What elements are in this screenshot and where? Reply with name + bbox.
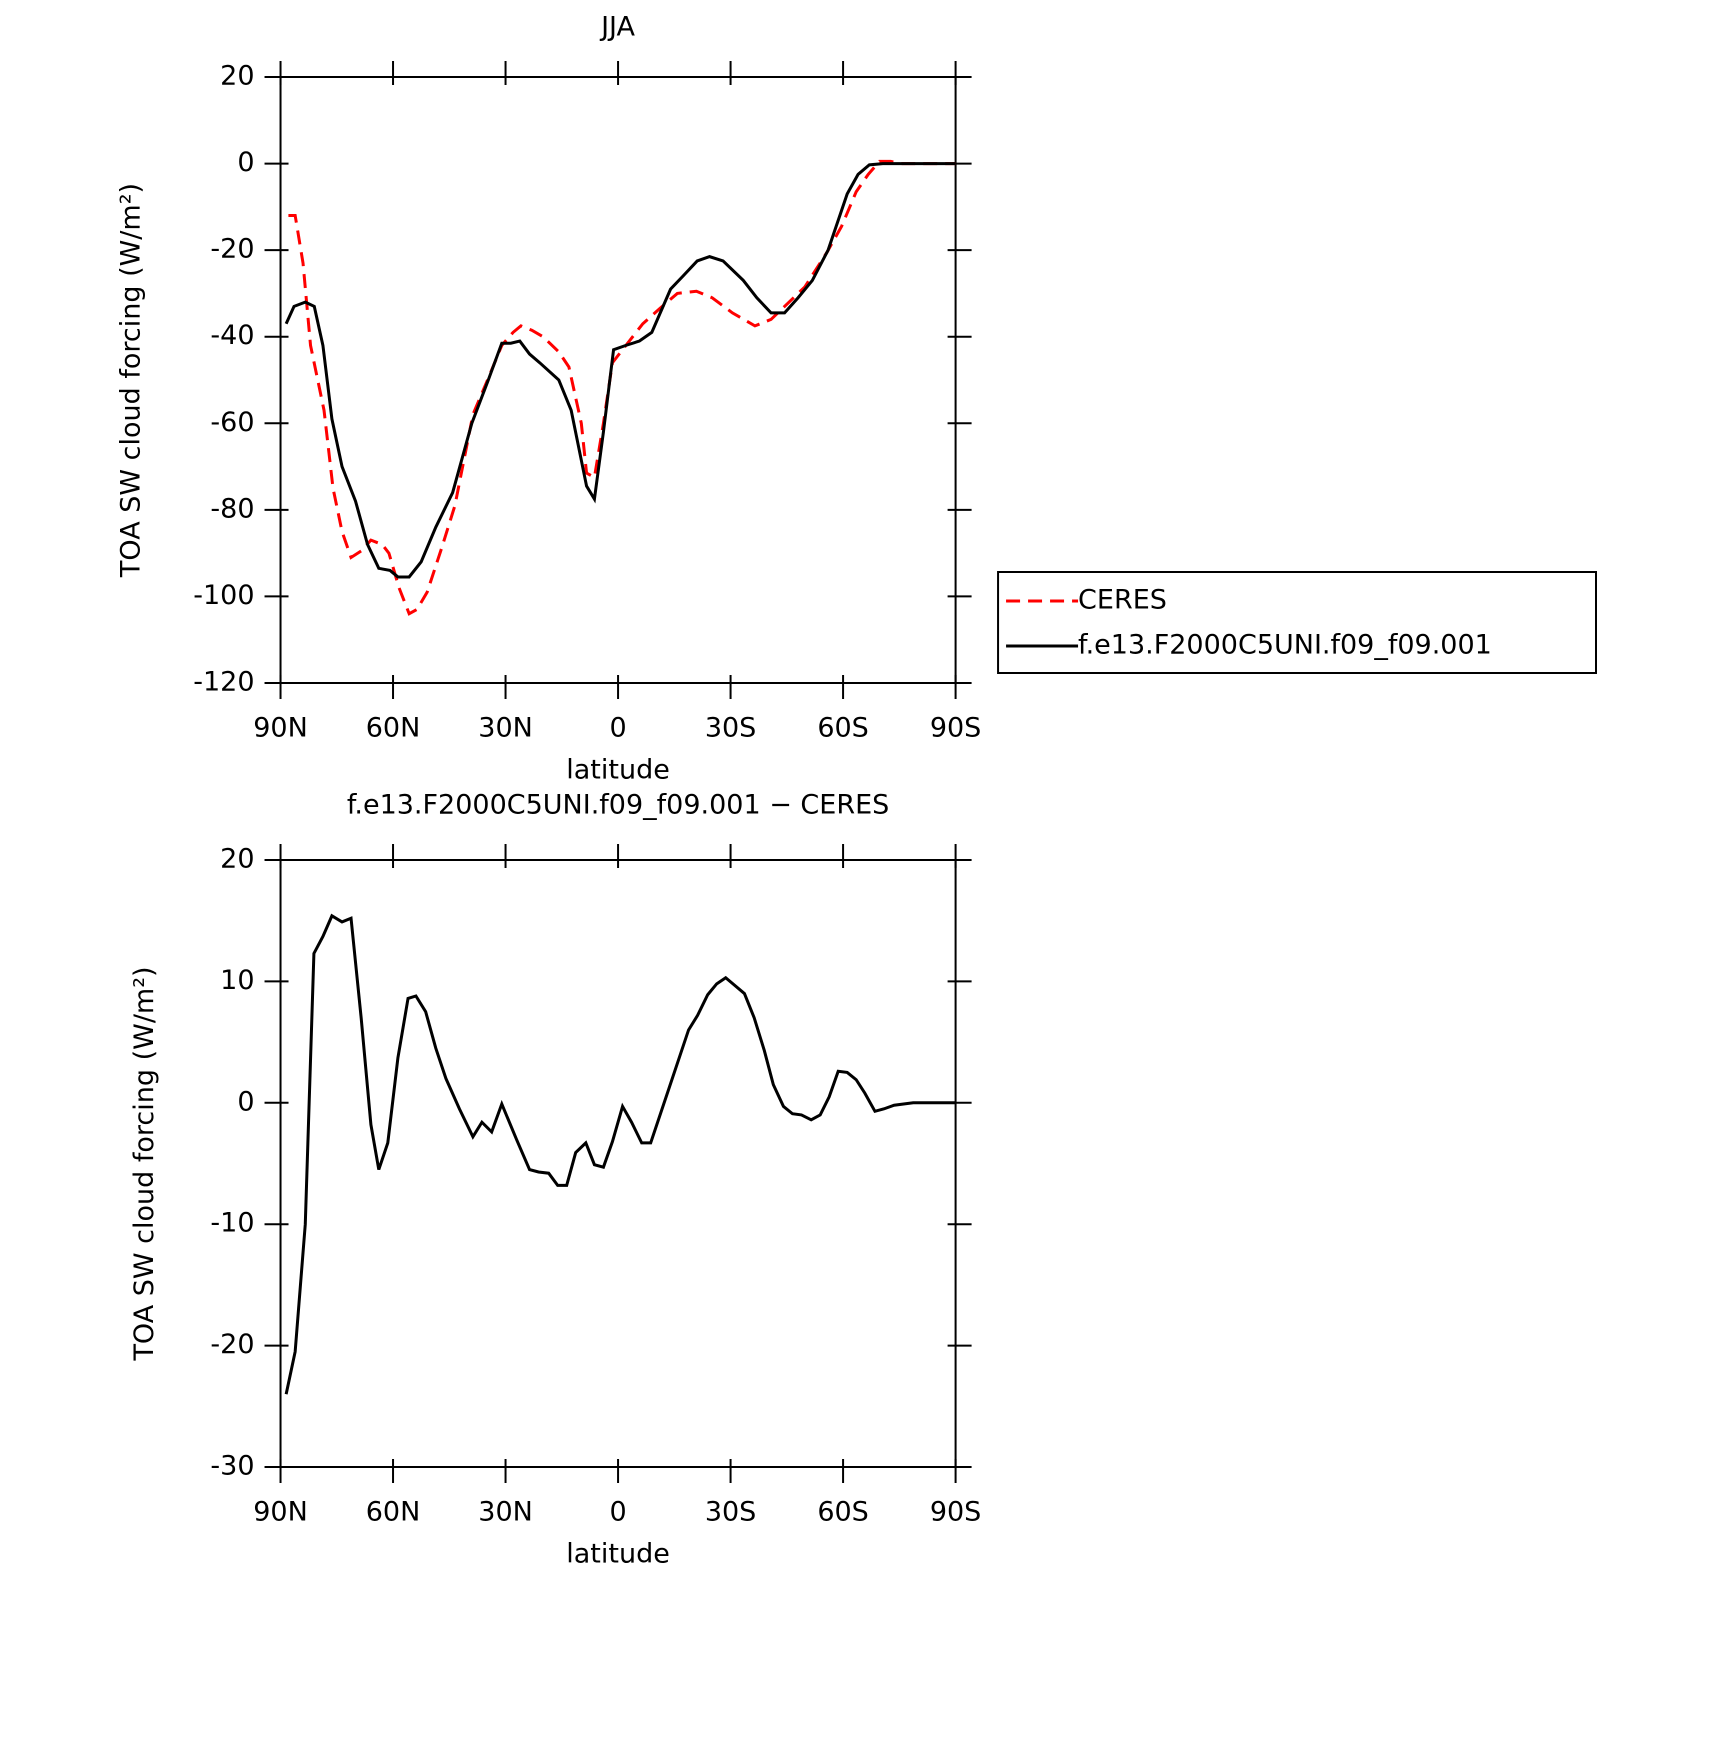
y-tick-label: 20 [220,844,254,875]
legend-label: CERES [1078,585,1167,616]
x-tick-label: 90N [253,1497,308,1528]
y-tick-label: -10 [210,1208,254,1239]
x-tick-label: 0 [609,713,626,744]
x-tick-label: 60S [817,713,869,744]
x-tick-label: 30N [478,1497,533,1528]
x-tick-label: 0 [609,1497,626,1528]
x-tick-label: 90N [253,713,308,744]
y-tick-label: 0 [237,1086,254,1117]
y-tick-label: 20 [220,61,254,92]
y-tick-label: -20 [210,234,254,265]
y-tick-label: -80 [210,493,254,524]
x-tick-label: 90S [930,1497,982,1528]
x-tick-label: 90S [930,713,982,744]
x-tick-label: 60N [366,713,421,744]
data-line [288,159,956,616]
y-tick-label: -120 [193,667,254,698]
x-axis-label: latitude [566,755,670,786]
x-tick-label: 30N [478,713,533,744]
legend-label: f.e13.F2000C5UNI.f09_f09.001 [1078,630,1492,661]
y-tick-label: 0 [237,147,254,178]
chart-title: f.e13.F2000C5UNI.f09_f09.001 − CERES [347,790,889,821]
y-tick-label: -30 [210,1451,254,1482]
data-line [284,913,956,1395]
x-tick-label: 30S [705,1497,757,1528]
x-tick-label: 60N [366,1497,421,1528]
y-tick-label: -40 [210,320,254,351]
plot-frame [279,76,957,684]
y-axis-label: TOA SW cloud forcing (W/m²) [129,966,160,1361]
x-tick-label: 30S [705,713,757,744]
data-line [284,162,956,579]
y-tick-label: -100 [193,580,254,611]
y-tick-label: -60 [210,407,254,438]
chart-title: JJA [599,12,635,43]
y-tick-label: -20 [210,1329,254,1360]
y-axis-label: TOA SW cloud forcing (W/m²) [115,183,146,578]
legend-box [997,571,1597,674]
x-tick-label: 60S [817,1497,869,1528]
x-axis-label: latitude [566,1539,670,1570]
y-tick-label: 10 [220,965,254,996]
